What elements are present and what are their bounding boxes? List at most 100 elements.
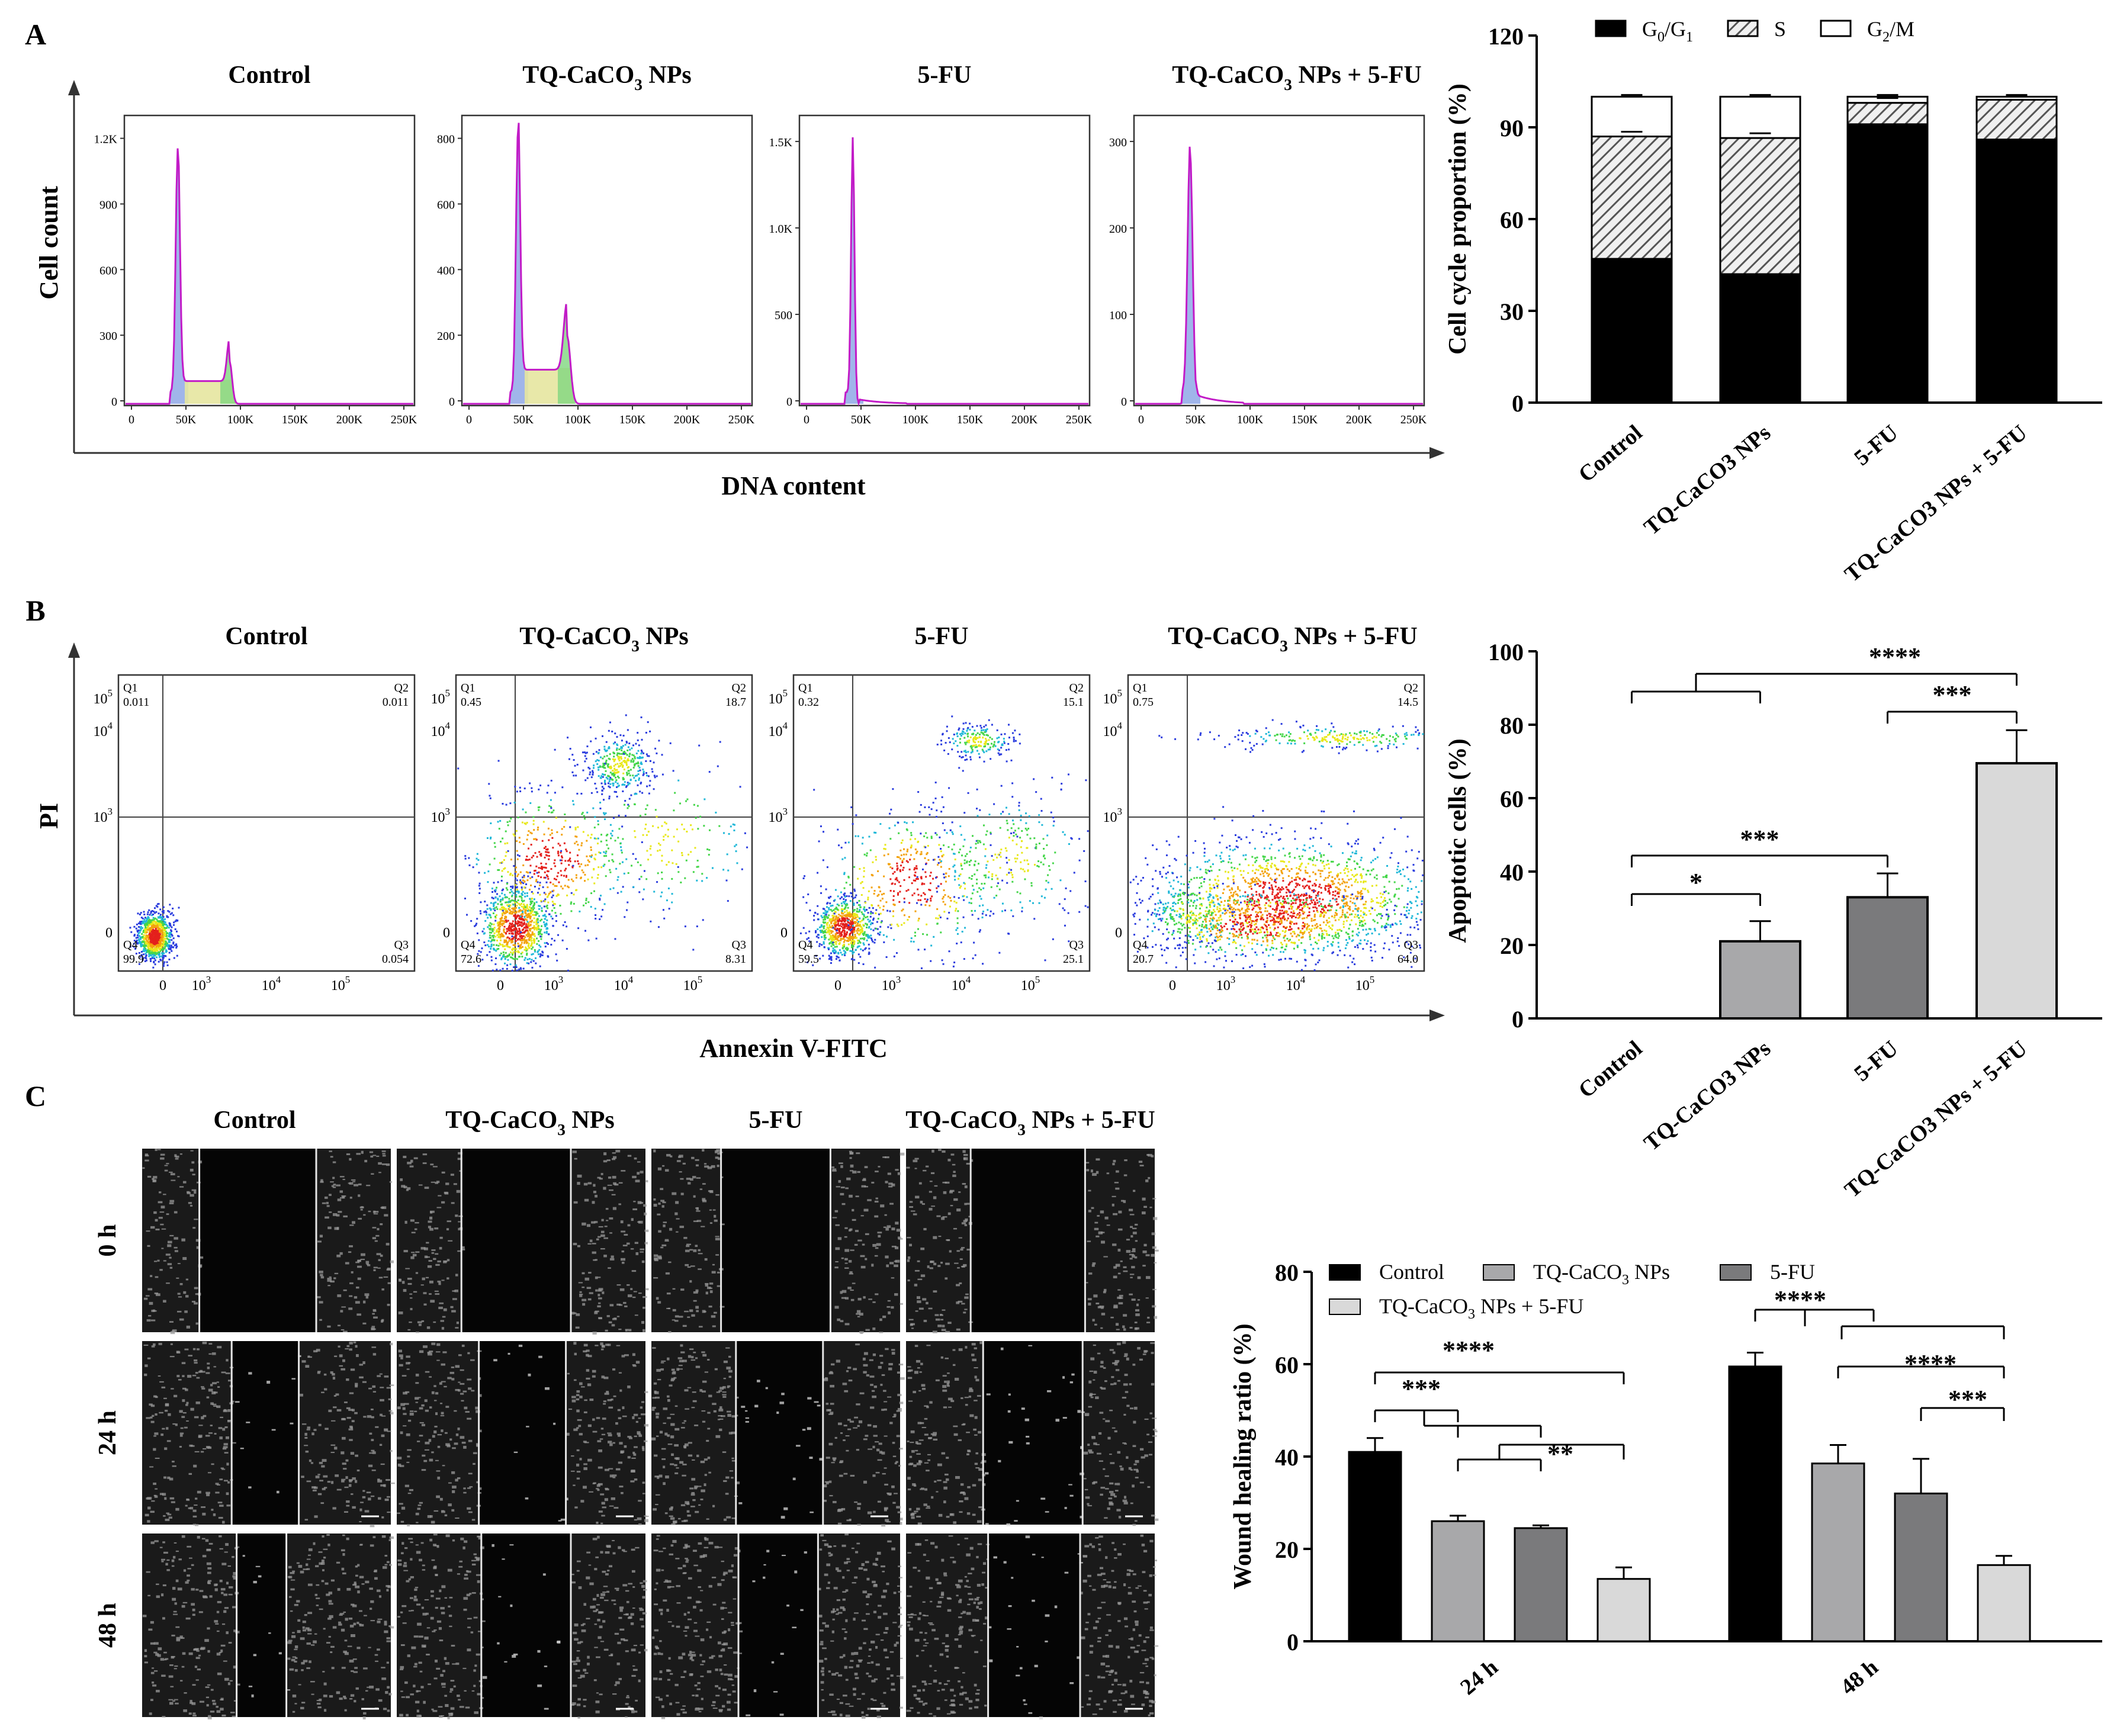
dot — [971, 875, 974, 877]
dot — [863, 870, 865, 872]
dot — [490, 944, 493, 947]
dot — [969, 722, 971, 725]
dot — [521, 939, 523, 941]
dot — [599, 918, 601, 920]
dot — [493, 932, 496, 934]
dot — [160, 934, 162, 937]
dot — [535, 923, 538, 925]
dot — [611, 853, 613, 856]
dot — [859, 956, 862, 958]
dot — [969, 745, 972, 748]
dot — [495, 957, 497, 960]
dot — [1006, 760, 1008, 763]
dot — [1373, 920, 1376, 922]
dot — [650, 920, 652, 922]
dot — [498, 869, 500, 871]
dot — [503, 917, 506, 920]
dot — [1050, 811, 1052, 814]
dot — [532, 908, 534, 911]
dot — [518, 933, 521, 935]
dot — [1001, 879, 1004, 882]
dot — [819, 957, 821, 960]
dot — [829, 957, 831, 960]
dot — [552, 883, 554, 885]
dot — [852, 912, 854, 915]
dotplot-x-tick-label: 103 — [544, 974, 564, 994]
dot — [936, 908, 939, 910]
dot — [925, 876, 927, 878]
dot — [640, 782, 642, 785]
dot — [823, 831, 825, 833]
dot — [515, 896, 518, 898]
dot — [1011, 782, 1014, 785]
dot — [538, 940, 540, 942]
dot — [546, 870, 548, 872]
dot — [844, 925, 847, 927]
dot — [862, 887, 865, 889]
dot — [953, 864, 956, 866]
dot — [509, 946, 511, 949]
dot — [520, 931, 522, 934]
dot — [515, 937, 518, 940]
dot — [941, 796, 943, 798]
dot — [150, 938, 153, 941]
dot — [883, 848, 885, 850]
stacked-x-tick-label: TQ-CaCO3 NPs — [1639, 420, 1775, 540]
dot — [501, 917, 503, 919]
dot — [582, 769, 584, 771]
dot — [955, 929, 958, 931]
dot — [641, 756, 644, 758]
dot — [985, 876, 987, 879]
dot — [847, 926, 850, 928]
panel-a-ylabel: Cell count — [34, 186, 63, 300]
dot — [602, 766, 604, 768]
dot — [853, 930, 856, 932]
dot — [641, 792, 644, 794]
dot — [848, 935, 850, 938]
dot — [543, 847, 545, 850]
dot — [616, 769, 618, 771]
dot — [555, 816, 557, 819]
dot — [519, 917, 521, 919]
dot — [541, 918, 543, 921]
dot — [623, 751, 625, 753]
histogram-x-tick-label: 50K — [176, 413, 197, 426]
dot — [1069, 890, 1072, 892]
dot — [642, 774, 644, 776]
dot — [903, 901, 905, 904]
dot — [1248, 899, 1251, 902]
dot — [992, 744, 995, 747]
dot — [872, 907, 874, 909]
dot — [513, 948, 515, 950]
dot — [851, 950, 853, 952]
dot — [866, 935, 869, 938]
dot — [850, 924, 853, 927]
dot — [852, 922, 854, 924]
dot — [685, 800, 688, 802]
dot — [1257, 911, 1260, 914]
dot — [828, 918, 831, 920]
dot — [519, 841, 521, 843]
dot — [850, 958, 853, 960]
dot — [833, 952, 836, 954]
dot — [1401, 885, 1403, 887]
g2m-peak-fill — [220, 341, 238, 404]
dot — [135, 937, 137, 939]
dot — [557, 854, 560, 857]
dot — [541, 866, 543, 868]
dot — [1129, 881, 1132, 883]
dot — [586, 840, 588, 842]
dot — [948, 787, 950, 789]
dot — [517, 925, 519, 927]
dot — [147, 947, 149, 949]
dot — [151, 925, 153, 927]
dot — [527, 875, 529, 877]
dot — [542, 915, 544, 917]
dot — [1323, 914, 1325, 917]
dot — [137, 929, 140, 931]
dot — [525, 811, 527, 814]
dot — [575, 774, 577, 777]
dot — [501, 912, 503, 915]
dot — [602, 865, 605, 867]
dot — [535, 914, 537, 916]
